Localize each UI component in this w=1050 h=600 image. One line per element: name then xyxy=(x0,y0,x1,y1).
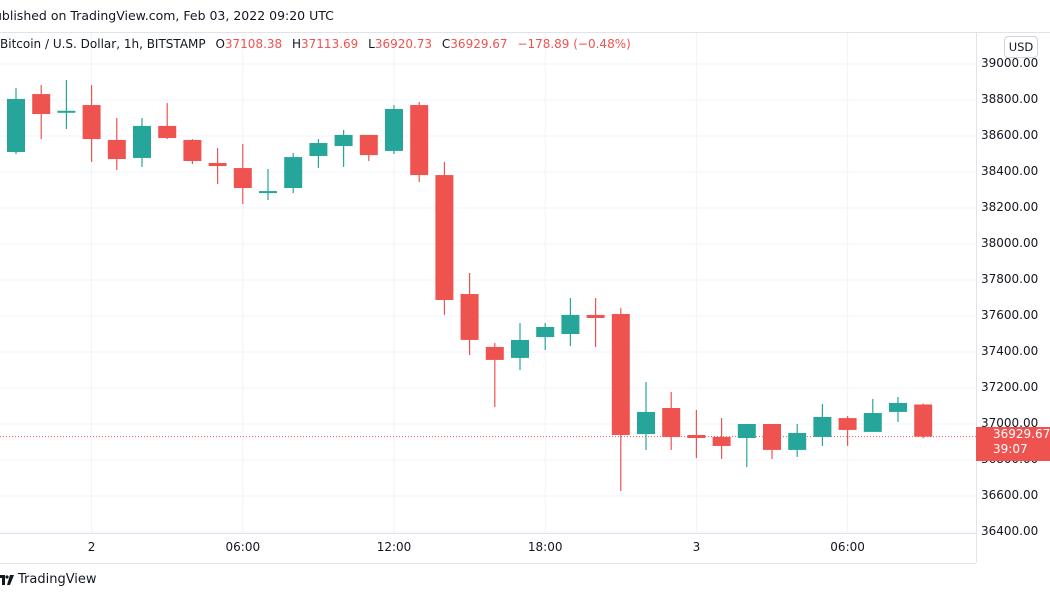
candle-body[interactable] xyxy=(813,416,832,437)
price-tick-label: 36600.00 xyxy=(981,488,1039,502)
price-tick-label: 37000.00 xyxy=(981,416,1039,430)
candle-body[interactable] xyxy=(435,175,454,300)
price-tick-label: 37200.00 xyxy=(981,380,1039,394)
candle-body[interactable] xyxy=(662,407,681,437)
candle-body[interactable] xyxy=(208,163,227,167)
candle-body[interactable] xyxy=(637,411,655,435)
candle-body[interactable] xyxy=(611,314,630,435)
time-tick-label: 3 xyxy=(692,540,701,554)
bar-countdown: 39:07 xyxy=(993,442,1028,456)
candle-body[interactable] xyxy=(133,125,151,158)
ohlc-legend: Bitcoin / U.S. Dollar, 1h, BITSTAMP O371… xyxy=(0,37,631,51)
price-tick-label: 38800.00 xyxy=(981,92,1039,106)
tradingview-logo-icon xyxy=(0,574,14,585)
time-tick-label: 06:00 xyxy=(225,540,261,554)
price-tick-label: 38200.00 xyxy=(981,200,1039,214)
price-tick-label: 37400.00 xyxy=(981,344,1039,358)
candle-body[interactable] xyxy=(914,404,933,437)
time-axis[interactable] xyxy=(0,533,976,564)
published-text: ublished on TradingView.com, Feb 03, 202… xyxy=(0,8,334,23)
last-price-tag: 36929.67 39:07 xyxy=(976,427,1050,461)
candle-body[interactable] xyxy=(359,134,378,156)
candle-body[interactable] xyxy=(788,433,807,450)
candlestick-plot[interactable] xyxy=(0,33,976,533)
candle-body[interactable] xyxy=(7,98,25,153)
price-tick-label: 36400.00 xyxy=(981,524,1039,538)
candle-body[interactable] xyxy=(410,105,429,176)
candle-body[interactable] xyxy=(284,157,303,189)
candle-body[interactable] xyxy=(57,110,76,113)
candle-body[interactable] xyxy=(536,326,555,338)
candle-body[interactable] xyxy=(561,314,580,334)
time-tick-label: 2 xyxy=(87,540,96,554)
close-label: C xyxy=(441,37,451,51)
open-value: 37108.38 xyxy=(224,37,283,51)
time-tick-label: 06:00 xyxy=(830,540,865,554)
price-tick-label: 37800.00 xyxy=(981,272,1039,286)
symbol-label: Bitcoin / U.S. Dollar, 1h, BITSTAMP xyxy=(0,37,206,51)
time-tick-label: 18:00 xyxy=(527,540,563,554)
candle-body[interactable] xyxy=(32,94,51,115)
candle-body[interactable] xyxy=(511,339,529,358)
last-price-value: 36929.67 xyxy=(993,427,1050,441)
candle-body[interactable] xyxy=(889,402,907,412)
price-axis[interactable] xyxy=(976,33,1050,562)
candle-body[interactable] xyxy=(586,314,605,318)
low-value: 36920.73 xyxy=(374,37,433,51)
candle-body[interactable] xyxy=(259,191,277,194)
open-label: O xyxy=(215,37,225,51)
currency-button[interactable]: USD xyxy=(1004,36,1038,58)
low-label: L xyxy=(368,37,375,51)
high-value: 37113.69 xyxy=(301,37,359,51)
change-value: −178.89 (−0.48%) xyxy=(517,37,631,51)
candle-body[interactable] xyxy=(183,139,202,162)
candle-body[interactable] xyxy=(107,139,126,160)
brand-name: TradingView xyxy=(18,572,97,587)
price-tick-label: 38000.00 xyxy=(981,236,1039,250)
published-bar: ublished on TradingView.com, Feb 03, 202… xyxy=(0,0,1050,32)
time-tick-label: 12:00 xyxy=(376,540,412,554)
candle-body[interactable] xyxy=(712,436,731,446)
candle-body[interactable] xyxy=(485,346,504,360)
candle-body[interactable] xyxy=(460,294,479,340)
price-tick-label: 39000.00 xyxy=(981,56,1039,70)
candle-body[interactable] xyxy=(334,134,353,147)
candle-body[interactable] xyxy=(82,105,101,140)
candle-body[interactable] xyxy=(737,424,756,439)
candle-body[interactable] xyxy=(309,143,328,156)
high-label: H xyxy=(292,37,302,51)
candle-body[interactable] xyxy=(838,418,857,430)
candle-body[interactable] xyxy=(687,434,706,439)
divider xyxy=(0,32,1050,33)
candle-body[interactable] xyxy=(863,413,882,432)
candle-body[interactable] xyxy=(385,109,403,151)
price-tick-label: 38400.00 xyxy=(981,164,1039,178)
tradingview-logo[interactable]: TradingView xyxy=(0,572,97,587)
price-tick-label: 38600.00 xyxy=(981,128,1039,142)
candle-body[interactable] xyxy=(763,424,781,450)
candle-body[interactable] xyxy=(158,125,177,138)
candle-body[interactable] xyxy=(233,168,252,189)
close-value: 36929.67 xyxy=(450,37,508,51)
price-tick-label: 37600.00 xyxy=(981,308,1039,322)
